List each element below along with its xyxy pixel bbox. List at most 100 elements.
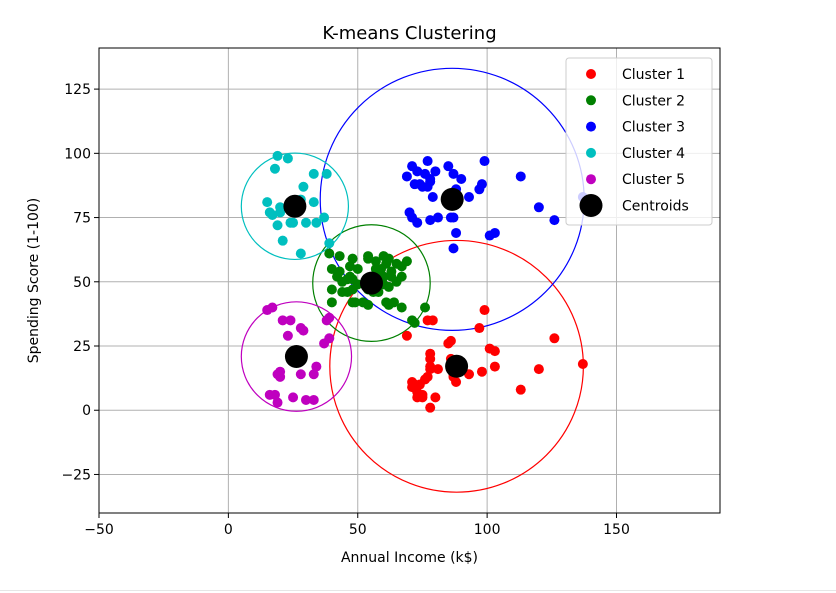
legend-marker (579, 194, 603, 217)
data-point (269, 389, 280, 400)
data-point (396, 271, 407, 282)
data-point (451, 227, 462, 238)
centroid-marker (445, 354, 469, 378)
data-point (476, 179, 487, 190)
data-point (308, 197, 319, 208)
data-point (549, 215, 560, 226)
data-point (308, 394, 319, 405)
data-point (282, 153, 293, 164)
cluster-radius-circle (240, 301, 353, 412)
y-tick-label: 75 (73, 211, 91, 227)
data-point (326, 284, 337, 295)
data-point (476, 366, 487, 377)
data-point (448, 168, 459, 179)
x-tick-label: 0 (224, 522, 233, 538)
y-tick-label: 25 (73, 339, 91, 355)
data-point (388, 297, 399, 308)
bottom-divider (0, 590, 836, 591)
data-point (272, 397, 283, 408)
data-point (272, 150, 283, 161)
data-point (425, 361, 436, 372)
data-point (420, 302, 431, 313)
data-point (288, 217, 299, 228)
data-point (448, 212, 459, 223)
data-point (386, 266, 397, 277)
data-point (425, 348, 436, 359)
data-point (326, 263, 337, 274)
data-point (383, 253, 394, 264)
y-tick-label: 0 (82, 403, 91, 419)
data-point (363, 251, 374, 262)
centroid-marker (440, 187, 464, 211)
legend-marker (586, 174, 596, 185)
data-point (479, 305, 490, 316)
x-tick-label: 150 (603, 522, 630, 538)
data-point (383, 281, 394, 292)
data-point (298, 325, 309, 336)
data-point (427, 315, 438, 326)
data-point (489, 361, 500, 372)
data-point (277, 315, 288, 326)
chart-title: K-means Clustering (322, 23, 496, 44)
legend-marker (586, 147, 596, 158)
data-point (267, 209, 278, 220)
legend-label: Cluster 4 (622, 146, 685, 162)
data-point (451, 376, 462, 387)
y-tick-label: 125 (64, 82, 91, 98)
axis-ticks: −50 0 50 100 150 −25 0 25 50 75 100 125 (61, 82, 629, 538)
data-point (262, 197, 273, 208)
data-point (311, 361, 322, 372)
data-point (430, 166, 441, 177)
data-point (267, 302, 278, 313)
data-point (334, 251, 345, 262)
data-point (352, 263, 363, 274)
data-point (515, 384, 526, 395)
data-point (311, 217, 322, 228)
legend-marker (586, 69, 596, 79)
y-axis-label: Spending Score (1-100) (26, 198, 42, 364)
data-point (445, 335, 456, 346)
data-point (344, 261, 355, 272)
legend-box (565, 57, 713, 226)
data-point (427, 192, 438, 203)
data-point (430, 392, 441, 403)
data-point (425, 215, 436, 226)
data-point (301, 394, 311, 405)
data-point (324, 248, 335, 259)
centroid-marker (359, 271, 383, 295)
data-point (324, 238, 335, 249)
data-point (464, 192, 475, 203)
data-point (298, 181, 309, 192)
centroid-marker (284, 345, 308, 369)
data-point (489, 346, 500, 357)
data-point (443, 161, 454, 172)
plot-frame (98, 47, 721, 514)
data-point (533, 364, 544, 375)
data-point (275, 202, 286, 213)
data-point (285, 315, 296, 326)
data-point (350, 297, 361, 308)
data-point (474, 323, 485, 334)
data-point (277, 235, 288, 246)
x-axis-label: Annual Income (k$) (341, 550, 478, 566)
data-point (269, 163, 280, 174)
data-point (324, 333, 335, 344)
legend-label: Cluster 5 (622, 172, 685, 188)
y-tick-label: −25 (61, 467, 91, 483)
data-point (533, 202, 544, 213)
data-point (417, 389, 428, 400)
data-point (275, 371, 286, 382)
data-point (432, 212, 443, 223)
y-tick-label: 50 (73, 275, 91, 291)
data-point (515, 171, 526, 182)
data-point (272, 220, 283, 231)
data-point (326, 297, 337, 308)
data-point (401, 330, 412, 341)
cluster-radius-circle (312, 224, 431, 342)
data-point (288, 392, 299, 403)
data-point (396, 302, 407, 313)
data-point (425, 174, 436, 185)
data-point (448, 243, 459, 254)
data-point (295, 369, 306, 380)
